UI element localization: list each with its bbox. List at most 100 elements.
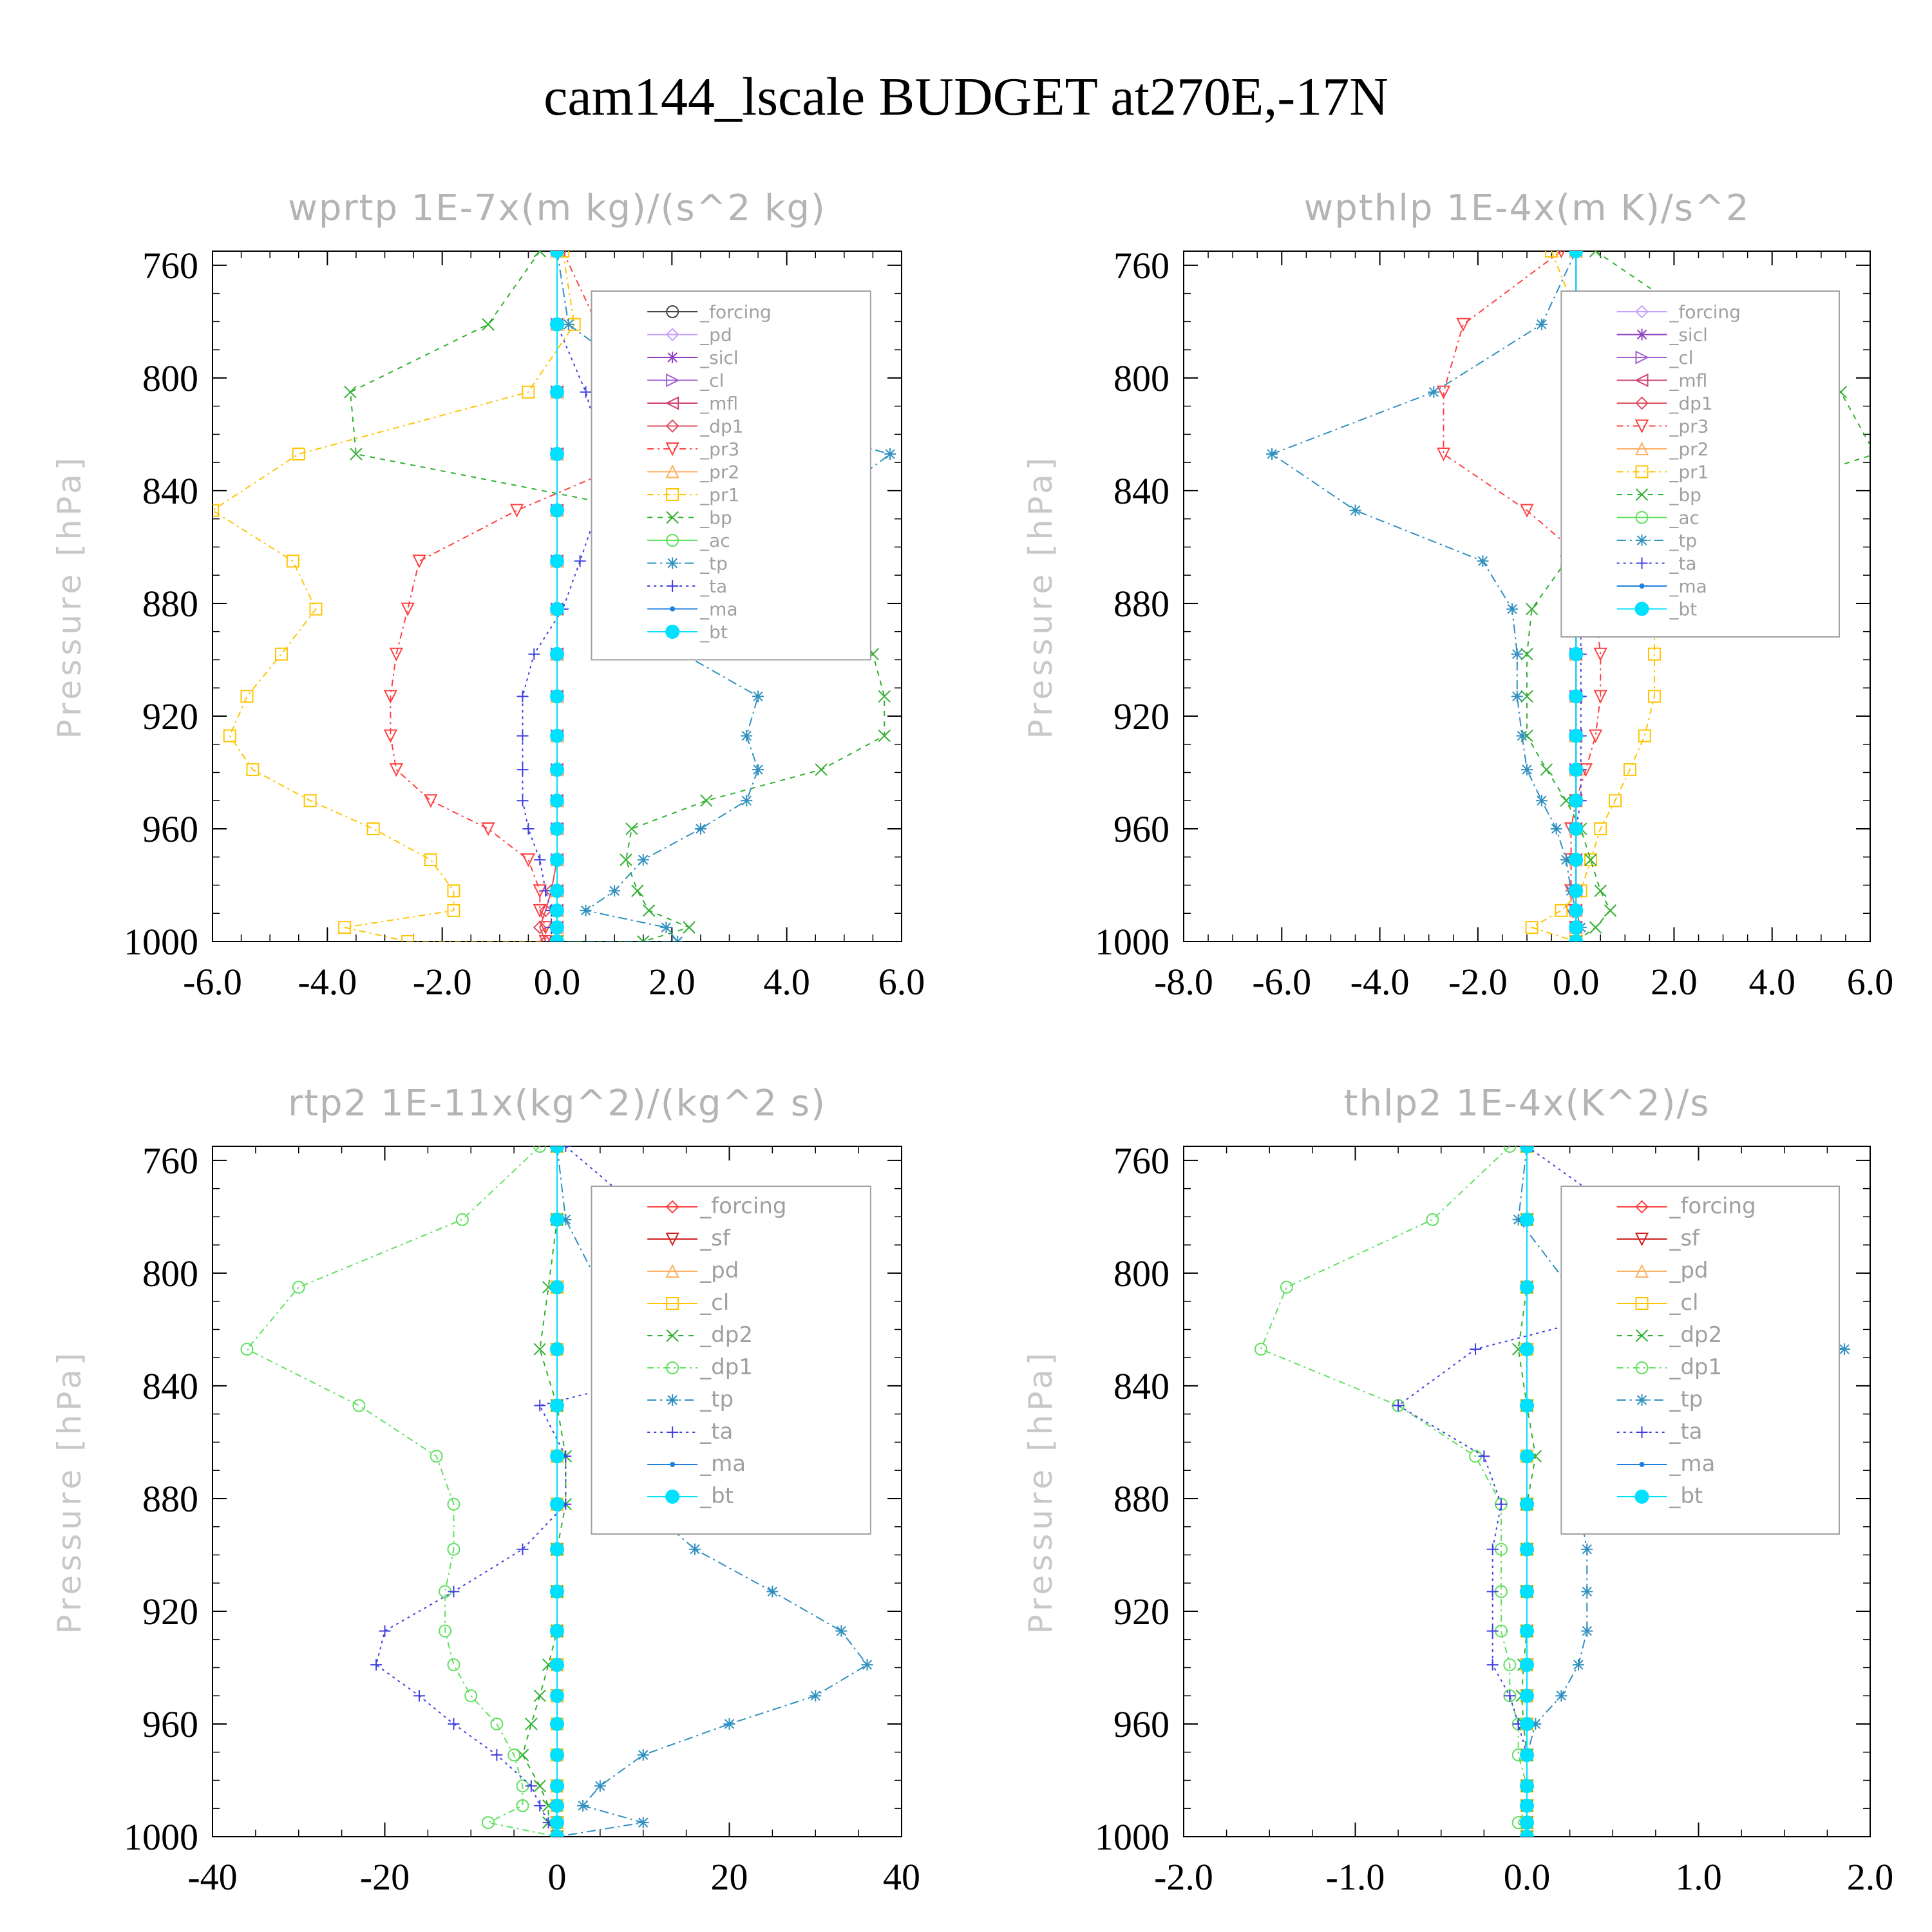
legend-entry: _forcing (647, 1193, 786, 1219)
x-tick-label: 2.0 (1651, 961, 1698, 1003)
data-point (861, 1659, 873, 1671)
data-point (683, 921, 696, 934)
data-point (550, 1716, 564, 1731)
data-point (672, 936, 684, 942)
series-bt (1520, 1146, 1534, 1837)
legend-label: _forcing (699, 301, 772, 323)
data-point (1623, 763, 1636, 777)
data-point (383, 690, 398, 704)
legend-marker (1634, 419, 1649, 433)
data-point (1604, 904, 1617, 917)
legend-marker (665, 419, 679, 433)
legend-entry: _pd (647, 325, 732, 346)
data-point (516, 690, 529, 703)
data-point (1520, 1716, 1534, 1731)
data-point (810, 1690, 822, 1702)
legend-marker (666, 1361, 679, 1374)
data-point (637, 854, 649, 866)
legend-marker (1635, 465, 1649, 478)
legend-label: _bt (699, 621, 728, 643)
data-point (1280, 1280, 1293, 1294)
data-point (424, 853, 437, 867)
data-point (1520, 1689, 1534, 1703)
data-point (1569, 934, 1584, 942)
data-point (694, 822, 706, 835)
series-dp2 (516, 1146, 573, 1837)
data-point (550, 1624, 564, 1638)
x-tick-label: -1.0 (1326, 1856, 1385, 1898)
data-point (550, 1815, 564, 1830)
legend-entry: _pr2 (1616, 439, 1709, 460)
data-point (533, 1343, 546, 1356)
data-point (741, 730, 753, 742)
data-point (550, 728, 564, 743)
y-tick-label: 800 (142, 1253, 198, 1294)
y-tick-label: 960 (142, 808, 198, 850)
series-bt (550, 251, 564, 942)
legend-label: _mfl (699, 393, 738, 414)
data-point (723, 1718, 735, 1730)
data-point (516, 795, 529, 807)
y-tick-label: 1000 (1095, 1816, 1170, 1858)
legend-label: _ma (1669, 576, 1707, 597)
data-point (240, 690, 254, 703)
x-tick-label: -2.0 (1448, 961, 1508, 1003)
legend-entry: _pr2 (647, 462, 739, 483)
legend-entry: _bp (647, 507, 732, 529)
data-point (550, 1449, 564, 1464)
data-point (389, 647, 403, 661)
series-line (1270, 251, 1582, 942)
legend-label: _tp (699, 553, 728, 574)
data-point (1520, 1212, 1534, 1227)
series-line (1397, 1146, 1718, 1837)
data-point (550, 903, 564, 918)
legend-marker (665, 442, 679, 457)
legend-label: _forcing (1669, 1193, 1756, 1219)
legend-label: _tp (699, 1387, 734, 1412)
data-point (550, 793, 564, 808)
legend-entry: _ma (647, 599, 738, 620)
x-tick-label: 0.0 (534, 961, 581, 1003)
data-point (609, 885, 621, 897)
x-tick-label: -40 (187, 1856, 237, 1898)
legend-marker (667, 580, 679, 592)
plot-area (213, 251, 896, 942)
y-tick-label: 760 (142, 245, 198, 287)
legend-marker (1634, 1233, 1649, 1247)
data-point (741, 795, 753, 807)
data-point (1478, 1450, 1490, 1463)
data-point (286, 554, 299, 568)
legend-marker (1634, 1264, 1649, 1278)
data-point (1477, 555, 1489, 567)
data-point (550, 1748, 564, 1763)
data-point (550, 1658, 564, 1672)
data-point (1254, 1343, 1267, 1356)
data-point (1594, 884, 1607, 897)
data-point (1428, 386, 1440, 398)
panels: wprtp 1E-7x(m kg)/(s^2 kg) Pressure [hPa]… (51, 187, 1893, 1898)
data-point (1569, 251, 1584, 258)
data-point (1555, 1690, 1567, 1702)
legend-marker (665, 1200, 679, 1214)
data-point (303, 794, 317, 808)
data-point (1426, 1213, 1439, 1226)
y-tick-label: 760 (1113, 1140, 1170, 1182)
legend-label: _ma (1669, 1451, 1715, 1477)
legend-box (591, 1186, 871, 1535)
data-point (522, 385, 535, 399)
legend-label: _bt (1669, 599, 1697, 620)
legend-marker (1639, 1462, 1645, 1467)
data-point (1486, 1625, 1499, 1637)
data-point (1520, 1280, 1534, 1294)
data-point (379, 1625, 391, 1637)
legend-entry: _sf (1616, 1226, 1700, 1251)
data-point (366, 822, 380, 835)
x-tick-label: 4.0 (763, 961, 810, 1003)
data-point (1456, 317, 1470, 332)
y-tick-label: 760 (142, 1140, 198, 1182)
legend-marker (667, 1394, 679, 1406)
legend-marker (670, 606, 676, 612)
data-point (1520, 1449, 1534, 1464)
data-point (1535, 795, 1548, 807)
legend-entry: _tp (647, 553, 728, 574)
